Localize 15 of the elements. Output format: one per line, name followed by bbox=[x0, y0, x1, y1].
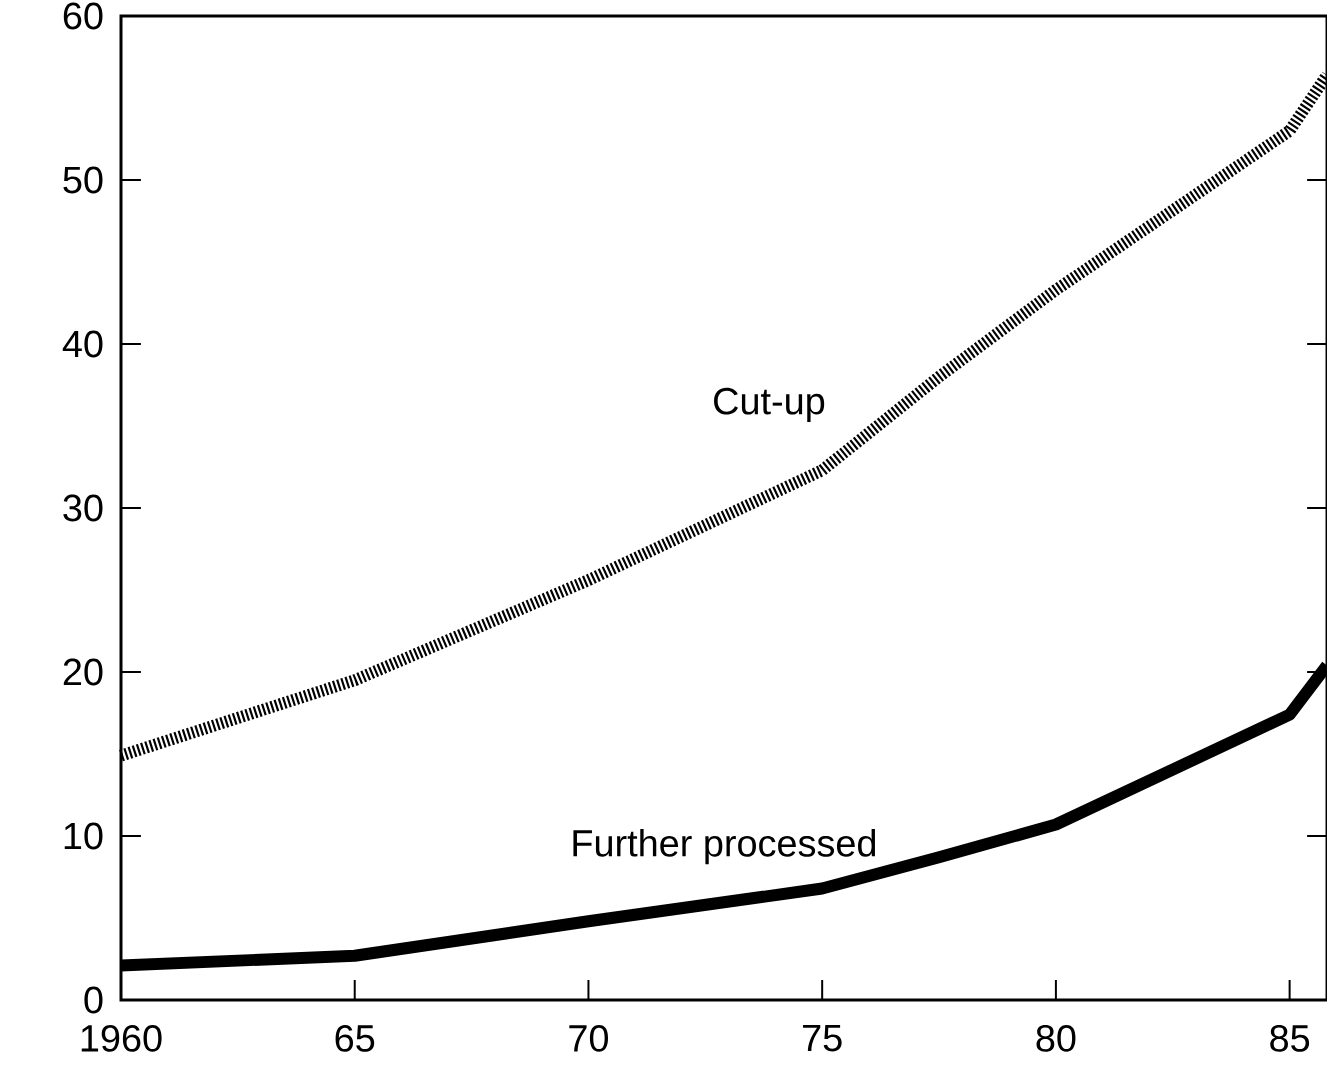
y-tick-label: 30 bbox=[63, 494, 103, 522]
x-tick-label: 75 bbox=[803, 1024, 842, 1052]
series-label: Cut-up bbox=[714, 387, 825, 423]
x-tick-label: 65 bbox=[335, 1024, 375, 1052]
y-tick-label: 10 bbox=[64, 822, 103, 850]
y-tick-label: 50 bbox=[63, 166, 103, 194]
x-tick-label: 1960 bbox=[81, 1024, 162, 1052]
x-tick-label: 85 bbox=[1270, 1024, 1310, 1052]
y-tick-label: 20 bbox=[63, 658, 103, 686]
y-tick-label: 60 bbox=[63, 2, 103, 30]
y-tick-label: 0 bbox=[84, 986, 103, 1014]
x-tick-label: 70 bbox=[569, 1024, 609, 1052]
y-tick-label: 40 bbox=[62, 330, 103, 358]
series-label: Further processed bbox=[573, 828, 876, 865]
x-tick-label: 80 bbox=[1036, 1024, 1076, 1052]
